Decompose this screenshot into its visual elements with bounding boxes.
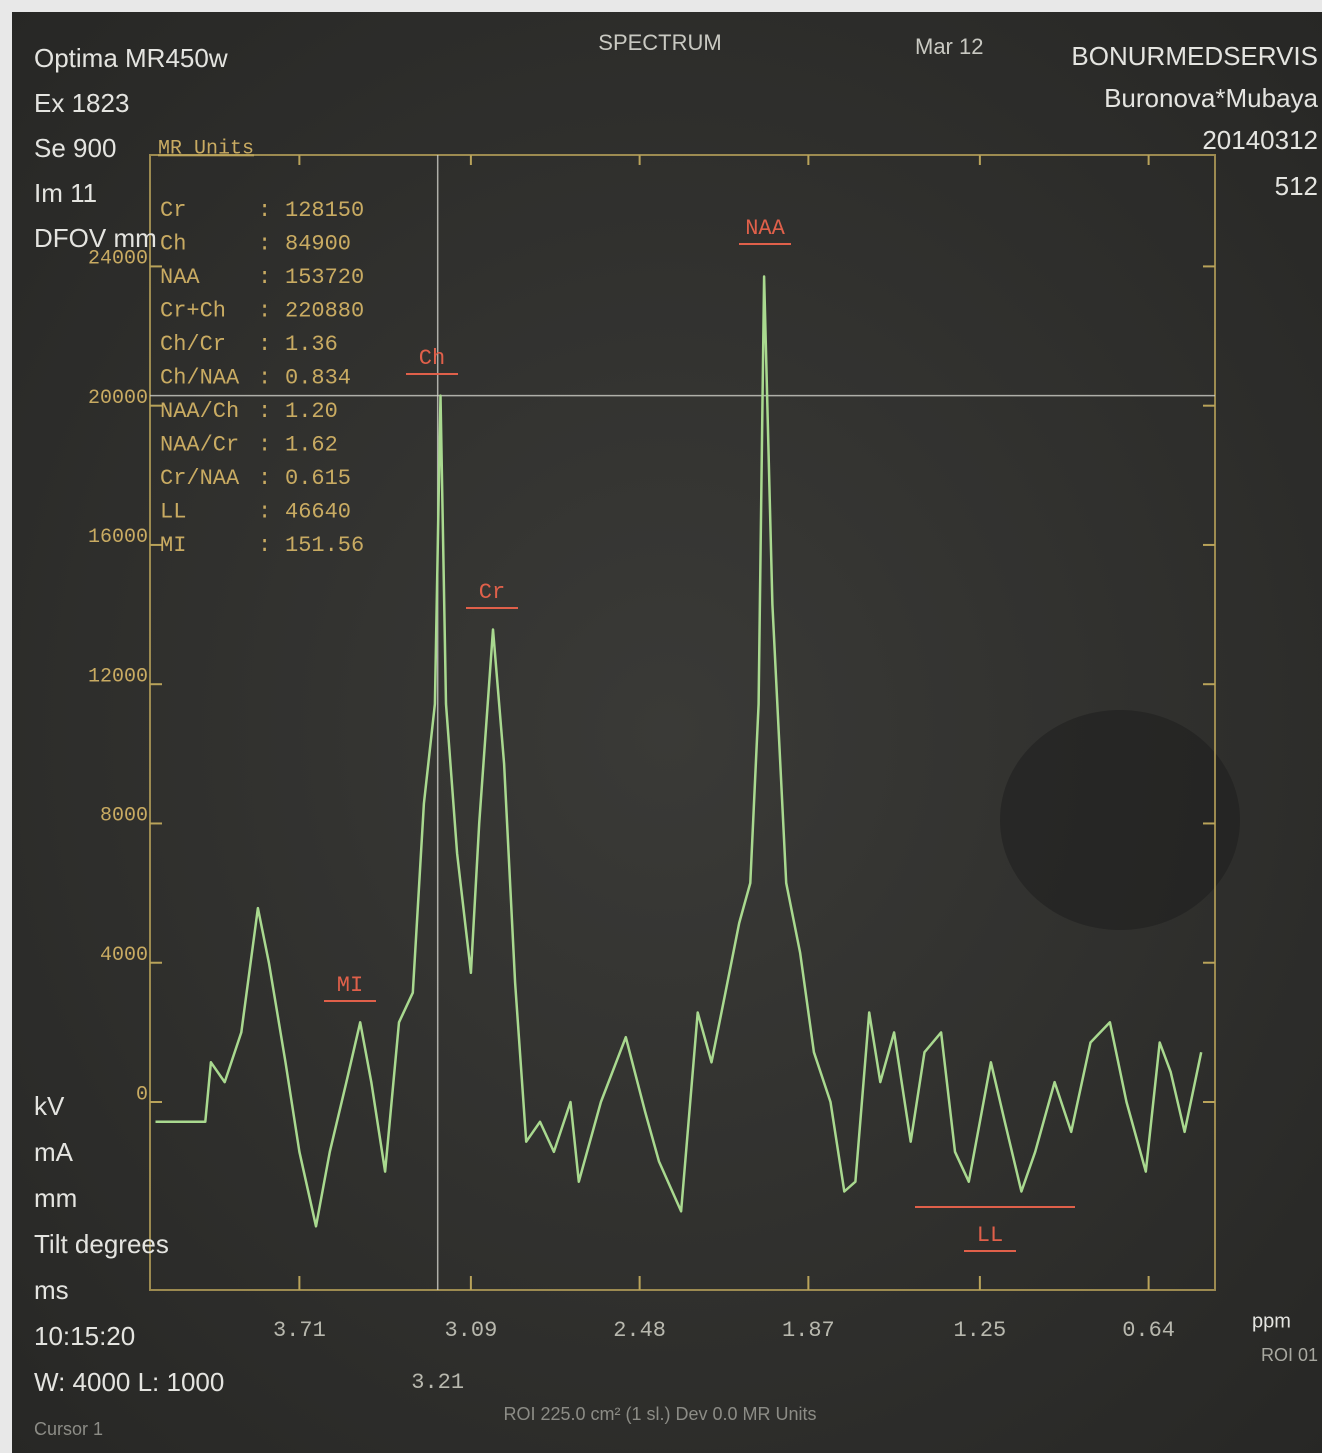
header-left: Optima MR450w — [34, 43, 228, 73]
header-right: 512 — [1275, 171, 1318, 201]
metabolite-separator: : — [258, 432, 271, 457]
page: SPECTRUM MR Units ppm ROI 225.0 cm² (1 s… — [0, 0, 1322, 1453]
metabolite-separator: : — [258, 365, 271, 390]
footer-left: mA — [34, 1137, 74, 1167]
metabolite-value: 0.834 — [285, 365, 351, 390]
x-tick-label: 1.87 — [782, 1318, 835, 1343]
header-left: Se 900 — [34, 133, 116, 163]
metabolite-separator: : — [258, 198, 271, 223]
peak-label: MI — [337, 973, 363, 998]
x-axis-label: ppm — [1252, 1310, 1291, 1332]
metabolite-name: Cr+Ch — [160, 298, 226, 323]
metabolite-value: 1.20 — [285, 399, 338, 424]
x-tick-label: 1.25 — [953, 1318, 1006, 1343]
metabolite-name: Ch — [160, 231, 186, 256]
x-tick-label: 0.64 — [1122, 1318, 1175, 1343]
metabolite-value: 46640 — [285, 499, 351, 524]
y-tick-label: 16000 — [88, 526, 148, 549]
peak-label: Cr — [479, 580, 505, 605]
footer-center: ROI 225.0 cm² (1 sl.) Dev 0.0 MR Units — [503, 1404, 816, 1424]
footer-left: mm — [34, 1183, 77, 1213]
metabolite-name: NAA/Cr — [160, 432, 239, 457]
peak-label: NAA — [745, 216, 785, 241]
header-right: Mar 12 — [915, 34, 983, 59]
y-tick-label: 4000 — [100, 944, 148, 967]
header-right: BONURMEDSERVIS — [1071, 41, 1318, 71]
metabolite-separator: : — [258, 298, 271, 323]
header-left: Ex 1823 — [34, 88, 129, 118]
glare-shadow — [1000, 710, 1240, 930]
footer-left: Tilt degrees — [34, 1229, 169, 1259]
metabolite-separator: : — [258, 399, 271, 424]
footer-left: W: 4000 L: 1000 — [34, 1367, 224, 1397]
metabolite-separator: : — [258, 533, 271, 558]
peak-label: Ch — [419, 346, 445, 371]
metabolite-value: 84900 — [285, 231, 351, 256]
metabolite-name: Cr/NAA — [160, 466, 240, 491]
footer-left: ms — [34, 1275, 69, 1305]
metabolite-value: 1.62 — [285, 432, 338, 457]
metabolite-name: MI — [160, 533, 186, 558]
footer-left: Cursor 1 — [34, 1419, 103, 1439]
metabolite-separator: : — [258, 265, 271, 290]
footer-right: ROI 01 — [1261, 1345, 1318, 1365]
header-left: DFOV mm — [34, 223, 157, 253]
metabolite-separator: : — [258, 231, 271, 256]
footer-left: kV — [34, 1091, 65, 1121]
metabolite-value: 0.615 — [285, 466, 351, 491]
header-right: 20140312 — [1202, 125, 1318, 155]
metabolite-separator: : — [258, 499, 271, 524]
screen: SPECTRUM MR Units ppm ROI 225.0 cm² (1 s… — [0, 0, 1322, 1453]
header-right: Buronova*Mubaya — [1104, 83, 1318, 113]
metabolite-value: 220880 — [285, 298, 364, 323]
y-axis-label: MR Units — [158, 137, 254, 160]
y-tick-label: 0 — [136, 1083, 148, 1106]
metabolite-name: NAA/Ch — [160, 399, 239, 424]
metabolite-separator: : — [258, 466, 271, 491]
x-tick-label: 2.48 — [613, 1318, 666, 1343]
header-left: Im 11 — [34, 178, 97, 208]
metabolite-value: 1.36 — [285, 332, 338, 357]
metabolite-name: NAA — [160, 265, 200, 290]
y-tick-label: 20000 — [88, 387, 148, 410]
x-tick-label: 3.71 — [273, 1318, 326, 1343]
metabolite-name: LL — [160, 499, 186, 524]
metabolite-value: 153720 — [285, 265, 364, 290]
y-tick-label: 12000 — [88, 665, 148, 688]
metabolite-value: 128150 — [285, 198, 364, 223]
metabolite-separator: : — [258, 332, 271, 357]
metabolite-name: Ch/NAA — [160, 365, 240, 390]
metabolite-name: Ch/Cr — [160, 332, 226, 357]
metabolite-name: Cr — [160, 198, 186, 223]
x-tick-label: 3.09 — [444, 1318, 497, 1343]
cursor-label: 3.21 — [411, 1370, 464, 1395]
chart-title: SPECTRUM — [598, 30, 721, 55]
footer-left: 10:15:20 — [34, 1321, 135, 1351]
peak-label: LL — [977, 1223, 1003, 1248]
y-tick-label: 8000 — [100, 805, 148, 828]
metabolite-value: 151.56 — [285, 533, 364, 558]
